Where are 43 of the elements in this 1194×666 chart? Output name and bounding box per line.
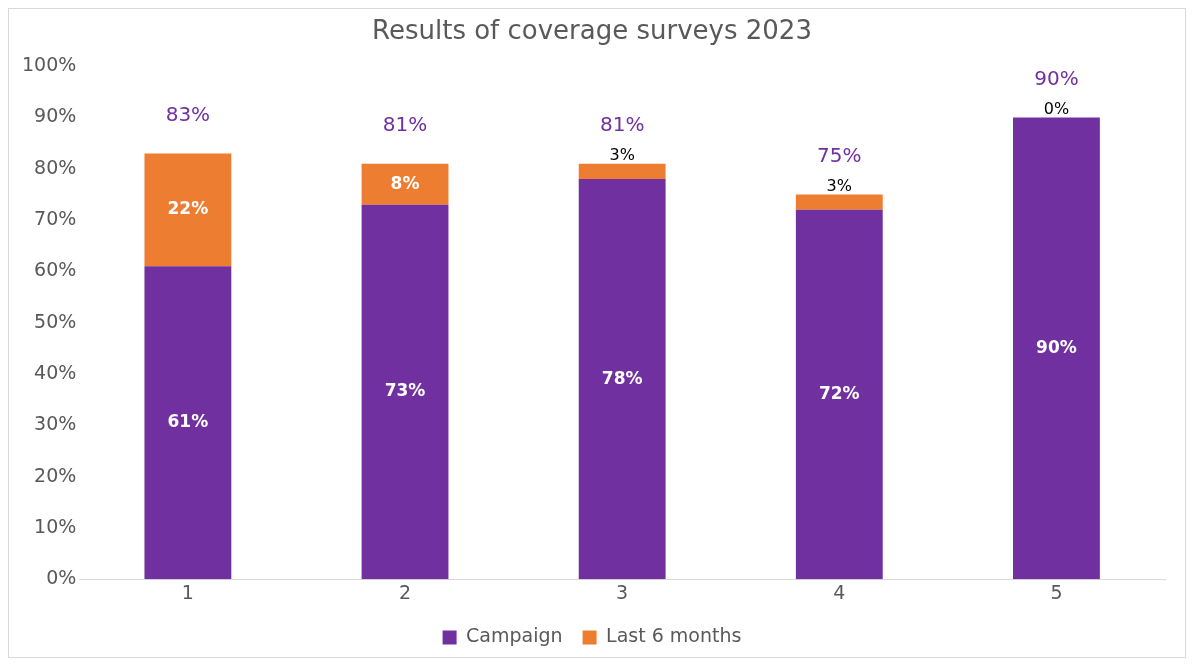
x-tick-label: 1	[181, 580, 194, 603]
legend-label: Last 6 months	[606, 624, 742, 647]
total-label: 83%	[165, 101, 211, 126]
bar	[795, 194, 883, 210]
y-tick-label: 50%	[34, 309, 77, 332]
bar	[578, 179, 666, 580]
y-tick-label: 20%	[34, 463, 77, 486]
chart-title: Results of coverage surveys 2023	[372, 15, 812, 46]
x-tick-label: 3	[616, 580, 629, 603]
total-label: 75%	[817, 142, 862, 167]
data-label: 8%	[390, 172, 420, 193]
bar	[1013, 117, 1100, 580]
x-tick-label: 4	[833, 580, 846, 603]
x-tick-label: 2	[398, 580, 412, 603]
y-tick-label: 70%	[34, 207, 77, 230]
y-tick-label: 0%	[46, 566, 77, 589]
data-label: 61%	[167, 411, 209, 432]
x-tick-label: 5	[1050, 580, 1063, 603]
data-label: 0%	[1043, 98, 1070, 118]
total-label: 90%	[1034, 65, 1079, 90]
total-label: 81%	[382, 111, 428, 136]
y-tick-label: 30%	[34, 412, 77, 435]
data-label: 73%	[384, 380, 426, 401]
data-label: 22%	[167, 198, 209, 219]
total-label: 81%	[599, 111, 645, 136]
data-label: 3%	[609, 144, 635, 164]
bar	[144, 153, 232, 267]
data-label: 90%	[1036, 336, 1077, 357]
bar	[578, 163, 666, 180]
data-label: 78%	[601, 367, 643, 388]
bar	[361, 163, 449, 205]
bar	[144, 266, 232, 580]
bar	[795, 209, 883, 580]
y-tick-label: 100%	[21, 53, 77, 76]
y-tick-label: 90%	[34, 104, 77, 127]
y-tick-label: 10%	[34, 514, 77, 537]
y-tick-label: 40%	[34, 360, 77, 383]
data-label: 72%	[818, 382, 860, 403]
data-label: 3%	[826, 175, 852, 195]
legend-label: Campaign	[466, 624, 563, 647]
bar	[361, 204, 449, 580]
y-tick-label: 80%	[34, 155, 77, 178]
y-tick-label: 60%	[34, 258, 77, 281]
